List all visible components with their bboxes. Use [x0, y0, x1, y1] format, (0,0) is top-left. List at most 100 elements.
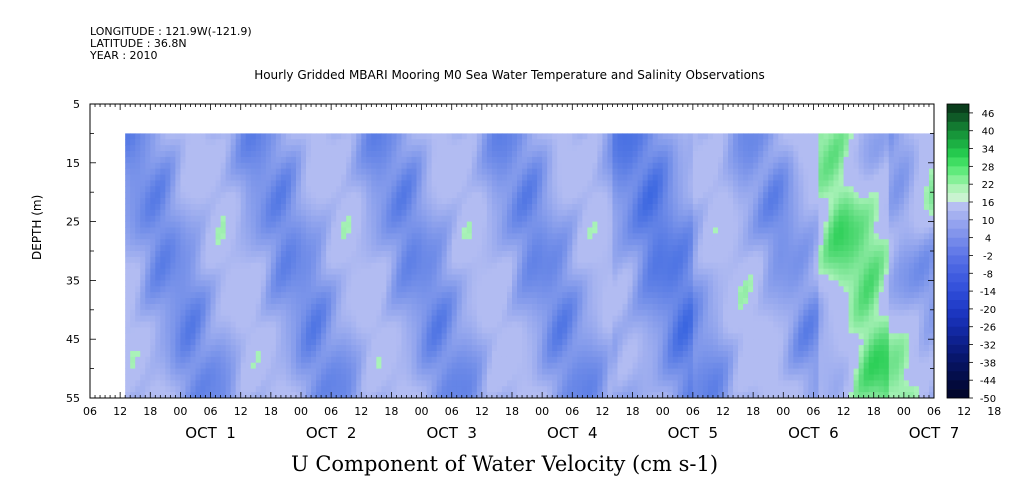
heatmap-cell	[542, 298, 548, 305]
heatmap-cell	[441, 203, 448, 211]
heatmap-cell	[210, 192, 216, 199]
heatmap-cell	[501, 221, 508, 228]
heatmap-cell	[316, 262, 322, 270]
heatmap-cell	[381, 203, 387, 211]
heatmap-cell	[426, 374, 433, 381]
heatmap-cell	[356, 227, 362, 234]
heatmap-cell	[215, 227, 222, 234]
heatmap-cell	[421, 174, 427, 181]
heatmap-cell	[496, 339, 503, 346]
heatmap-cell	[597, 303, 603, 311]
heatmap-cell	[411, 321, 417, 328]
heatmap-cell	[436, 362, 443, 369]
heatmap-cell	[517, 203, 523, 211]
heatmap-cell	[451, 198, 458, 205]
heatmap-cell	[130, 268, 136, 275]
heatmap-cell	[411, 303, 417, 311]
heatmap-cell	[602, 345, 608, 352]
heatmap-cell	[522, 368, 528, 375]
heatmap-cell	[295, 245, 302, 252]
heatmap-cell	[476, 298, 483, 305]
heatmap-cell	[341, 133, 347, 140]
heatmap-cell	[125, 345, 131, 352]
heatmap-cell	[657, 350, 664, 358]
heatmap-cell	[376, 156, 382, 164]
heatmap-cell	[140, 327, 146, 334]
heatmap-cell	[155, 198, 161, 205]
heatmap-cell	[185, 198, 191, 205]
heatmap-cell	[220, 221, 227, 228]
heatmap-cell	[260, 274, 267, 281]
longitude-label: LONGITUDE : 121.9W(-121.9)	[90, 25, 252, 38]
heatmap-cell	[647, 380, 654, 387]
heatmap-cell	[331, 309, 337, 317]
heatmap-cell	[557, 303, 563, 311]
heatmap-cell	[280, 215, 287, 222]
heatmap-cell	[255, 327, 262, 334]
heatmap-cell	[426, 186, 433, 193]
heatmap-cell	[125, 333, 131, 340]
heatmap-cell	[592, 327, 598, 334]
heatmap-cell	[466, 245, 473, 252]
heatmap-cell	[501, 215, 508, 222]
heatmap-cell	[532, 215, 538, 222]
heatmap-cell	[577, 198, 583, 205]
heatmap-cell	[280, 151, 287, 158]
heatmap-cell	[456, 392, 463, 399]
heatmap-cell	[155, 374, 161, 381]
heatmap-cell	[240, 180, 247, 187]
heatmap-cell	[210, 362, 216, 369]
heatmap-cell	[527, 333, 533, 340]
heatmap-cell	[376, 203, 382, 211]
heatmap-cell	[316, 162, 322, 170]
heatmap-cell	[301, 139, 307, 146]
heatmap-cell	[597, 145, 603, 152]
heatmap-cell	[612, 292, 618, 299]
heatmap-cell	[622, 356, 628, 364]
heatmap-cell	[145, 203, 151, 211]
heatmap-cell	[632, 321, 638, 328]
heatmap-cell	[331, 303, 337, 311]
heatmap-cell	[326, 362, 332, 369]
heatmap-cell	[316, 280, 322, 287]
heatmap-cell	[125, 239, 131, 246]
heatmap-cell	[401, 151, 407, 158]
heatmap-cell	[537, 268, 543, 275]
heatmap-cell	[607, 209, 613, 217]
heatmap-cell	[150, 215, 156, 222]
heatmap-cell	[396, 215, 402, 222]
heatmap-cell	[622, 368, 628, 375]
heatmap-cell	[637, 380, 644, 387]
heatmap-cell	[230, 362, 237, 369]
heatmap-cell	[617, 321, 623, 328]
heatmap-cell	[225, 186, 232, 193]
heatmap-cell	[647, 256, 654, 264]
heatmap-cell	[125, 374, 131, 381]
heatmap-cell	[441, 251, 448, 258]
heatmap-cell	[431, 139, 438, 146]
heatmap-cell	[677, 133, 684, 140]
heatmap-cell	[677, 215, 684, 222]
heatmap-cell	[527, 362, 533, 369]
heatmap-cell	[652, 380, 659, 387]
heatmap-cell	[451, 227, 458, 234]
heatmap-cell	[622, 233, 628, 240]
heatmap-cell	[597, 233, 603, 240]
heatmap-cell	[260, 168, 267, 175]
heatmap-cell	[140, 262, 146, 270]
heatmap-cell	[275, 380, 282, 387]
heatmap-cell	[290, 339, 297, 346]
heatmap-cell	[471, 233, 478, 240]
heatmap-cell	[491, 298, 498, 305]
heatmap-cell	[557, 368, 563, 375]
heatmap-cell	[577, 239, 583, 246]
heatmap-cell	[301, 162, 307, 170]
heatmap-cell	[295, 133, 302, 140]
heatmap-cell	[346, 221, 352, 228]
heatmap-cell	[135, 215, 141, 222]
heatmap-cell	[486, 333, 493, 340]
heatmap-cell	[461, 262, 468, 270]
heatmap-cell	[205, 139, 211, 146]
heatmap-cell	[652, 151, 659, 158]
